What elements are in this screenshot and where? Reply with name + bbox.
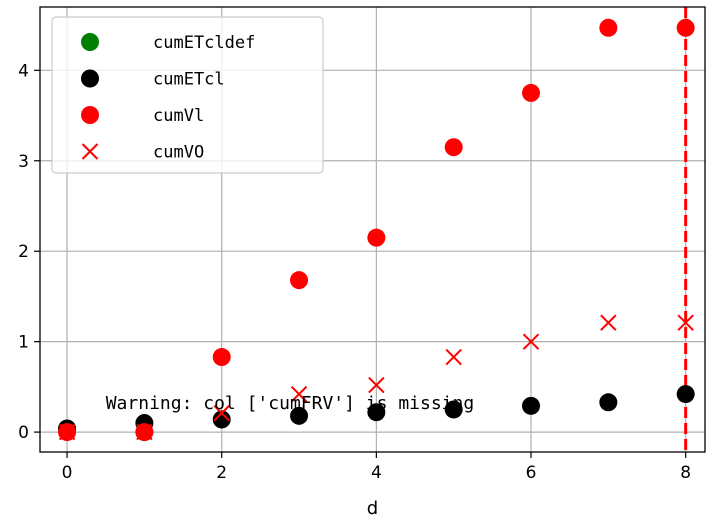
data-point-cumETcl [599,393,618,412]
legend-marker [81,106,99,124]
warning-annotation: Warning: col ['cumFRV'] is missing [106,393,474,414]
series-cumETcl [58,385,695,438]
data-point-cumVO [213,404,230,422]
data-point-cumVl [676,18,695,37]
legend-label: cumVl [153,106,204,126]
data-point-cumVO [522,333,540,350]
data-point-cumVl [212,348,231,367]
legend-label: cumVO [153,143,204,163]
y-tick-label: 2 [18,242,29,262]
axis-ticks: 0 2 4 6 8 0 1 2 3 4 [18,61,691,483]
y-tick-label: 1 [18,333,29,353]
data-marks [58,18,695,442]
data-point-cumETcl [367,403,386,422]
series-cumVO [58,314,694,441]
x-tick-label: 6 [526,463,537,483]
data-point-cumVO [600,314,617,331]
annotation-layer: Warning: col ['cumFRV'] is missing [106,393,474,414]
data-point-cumETcl [522,396,541,415]
x-axis-label: d [367,498,378,519]
data-point-cumVl [599,18,618,37]
legend-label: cumETcl [153,70,225,90]
legend-marker [81,143,99,160]
y-tick-label: 3 [18,152,29,172]
data-point-cumVO [136,423,153,441]
data-point-cumETcl [444,400,463,419]
legend-item-cumETcl: cumETcl [81,69,225,90]
legend-marker [81,33,99,51]
data-point-cumVO [445,348,462,366]
x-tick-label: 0 [62,463,73,483]
legend-item-cumVl: cumVl [81,106,204,126]
data-point-cumETcl [212,410,231,429]
legend-marker [81,69,99,88]
data-point-cumVO [368,376,385,394]
legend: cumETcldef cumETcl cumVl cumVO [51,16,324,174]
legend-item-cumETcldef: cumETcldef [81,33,255,53]
y-tick-label: 4 [18,61,29,81]
plot-frame [39,6,706,453]
data-point-cumVl [444,138,463,157]
x-tick-label: 4 [371,463,382,483]
data-point-cumETcl [290,406,309,425]
legend-item-cumVO: cumVO [81,143,204,163]
data-point-cumVO [677,314,694,331]
x-tick-label: 8 [680,463,691,483]
data-point-cumVl [522,83,541,102]
data-point-cumETcl [676,385,695,404]
data-point-cumVl [290,271,309,290]
data-point-cumVl [367,228,386,247]
data-point-cumVO [58,423,76,441]
legend-box [51,16,324,174]
legend-label: cumETcldef [153,33,255,53]
x-tick-label: 2 [216,463,227,483]
y-tick-label: 0 [18,423,29,443]
data-point-cumVO [290,385,308,403]
